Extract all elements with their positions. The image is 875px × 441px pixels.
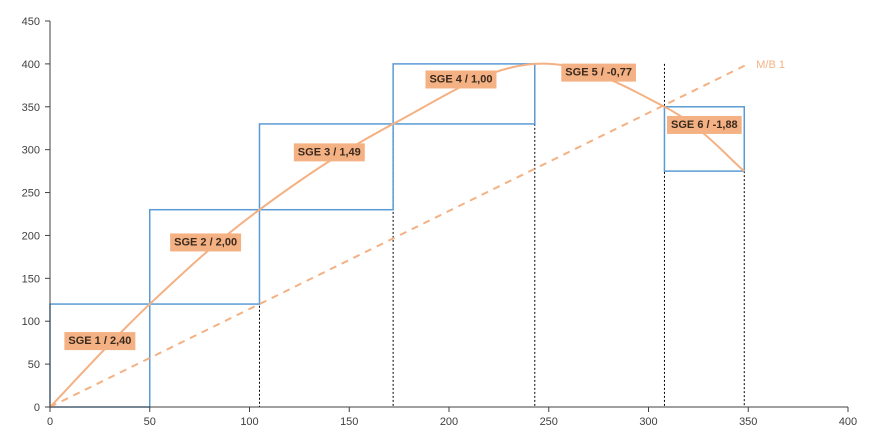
segment-rect [258,123,394,211]
y-tick-label: 300 [22,145,40,157]
y-tick-label: 200 [22,230,40,242]
segment-label-box [667,115,742,134]
y-tick-label: 50 [28,359,40,371]
segment-rect [663,106,746,172]
segment-label-text: SGE 4 / 1,00 [429,73,492,85]
segment-label-text: SGE 1 / 2,40 [68,335,131,347]
segment-label: SGE 4 / 1,00 [425,70,497,89]
y-tick-label: 450 [22,16,40,28]
segment-label: SGE 2 / 2,00 [170,233,242,252]
x-tick-label: 200 [440,416,458,428]
y-tick-label: 150 [22,273,40,285]
segment-labels: SGE 1 / 2,40 SGE 2 / 2,00 SGE 3 / 1,49 SGE … [64,63,742,351]
segment-label-box [425,70,497,89]
segment-rect [149,208,261,305]
x-tick-label: 150 [340,416,358,428]
x-tick-label: 50 [144,416,156,428]
x-tick-label: 350 [739,416,757,428]
x-tick-label: 400 [839,416,857,428]
chart-lines: M/B 1 [49,59,785,408]
x-tick-label: 0 [47,416,53,428]
cumulative-curve [49,62,745,408]
x-tick-label: 300 [639,416,657,428]
segment-label-text: SGE 5 / -0,77 [565,67,632,79]
segment-label-text: SGE 2 / 2,00 [174,236,237,248]
segment-label-box [64,332,136,351]
segment-label: SGE 5 / -0,77 [561,63,636,82]
segment-rectangles [49,63,746,408]
x-tick-label: 250 [540,416,558,428]
y-tick-label: 400 [22,59,40,71]
y-tick-label: 100 [22,316,40,328]
segment-label-box [293,143,365,162]
segment-label-text: SGE 3 / 1,49 [298,146,361,158]
y-tick-label: 0 [34,402,40,414]
segment-rect [392,63,536,125]
axes: 0 50 100 150 200 250 300 350 400 0 50 100 150 200 250 3… [22,16,858,428]
mb-reference-line [49,62,749,408]
segment-label-box [170,233,242,252]
vertical-guides [258,63,745,407]
segment-label: SGE 1 / 2,40 [64,332,136,351]
segment-label-text: SGE 6 / -1,88 [671,119,738,131]
segment-label-box [561,63,636,82]
y-tick-label: 250 [22,188,40,200]
segment-label: SGE 6 / -1,88 [667,115,742,134]
mb-reference-label: M/B 1 [756,59,785,71]
segment-label: SGE 3 / 1,49 [293,143,365,162]
x-tick-label: 100 [240,416,258,428]
y-tick-label: 350 [22,102,40,114]
